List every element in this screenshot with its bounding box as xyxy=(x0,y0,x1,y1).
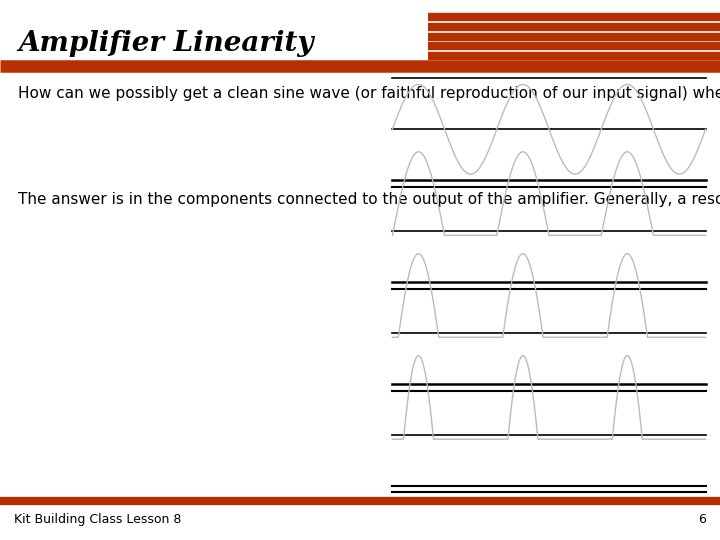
Text: 6: 6 xyxy=(698,513,706,526)
Text: How can we possibly get a clean sine wave (or faithful reproduction of our input: How can we possibly get a clean sine wav… xyxy=(18,86,720,102)
Text: Kit Building Class Lesson 8: Kit Building Class Lesson 8 xyxy=(14,513,181,526)
Text: The answer is in the components connected to the output of the amplifier. Genera: The answer is in the components connecte… xyxy=(18,192,720,207)
Text: Amplifier Linearity: Amplifier Linearity xyxy=(18,30,313,57)
